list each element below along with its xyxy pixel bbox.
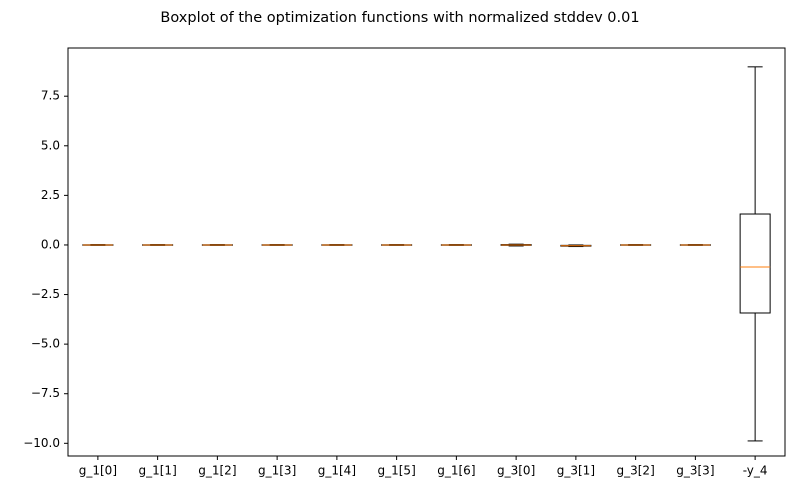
plot-frame xyxy=(67,47,786,457)
box xyxy=(739,213,771,314)
x-tick-label: g_1[5] xyxy=(378,464,416,478)
x-tick-label: g_1[2] xyxy=(198,464,236,478)
chart-title: Boxplot of the optimization functions wi… xyxy=(160,10,639,26)
x-tick-label: g_3[3] xyxy=(676,464,714,478)
x-tick-label: g_1[6] xyxy=(437,464,475,478)
y-tick-label: 5.0 xyxy=(41,138,60,152)
y-tick-label: −5.0 xyxy=(31,337,60,351)
x-tick-label: g_1[3] xyxy=(258,464,296,478)
x-tick-label: g_1[0] xyxy=(79,464,117,478)
y-tick-label: 7.5 xyxy=(41,89,60,103)
x-tick-label: -y_4 xyxy=(743,464,768,478)
x-tick-label: g_3[2] xyxy=(617,464,655,478)
y-tick-label: 0.0 xyxy=(41,237,60,251)
x-tick-label: g_3[0] xyxy=(497,464,535,478)
x-tick-label: g_1[4] xyxy=(318,464,356,478)
y-tick-label: −7.5 xyxy=(31,386,60,400)
x-tick-label: g_1[1] xyxy=(139,464,177,478)
y-tick-label: −2.5 xyxy=(31,287,60,301)
x-tick-label: g_3[1] xyxy=(557,464,595,478)
y-tick-label: −10.0 xyxy=(23,436,60,450)
y-tick-label: 2.5 xyxy=(41,188,60,202)
